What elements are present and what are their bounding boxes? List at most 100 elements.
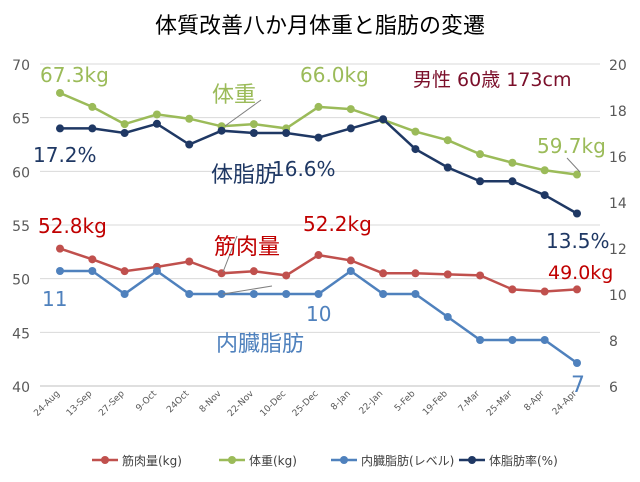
data-point (443, 313, 452, 321)
legend-label: 筋肉量(kg) (122, 453, 182, 468)
data-point (443, 136, 452, 145)
right-tick-label: 14 (609, 196, 627, 212)
category-label: 22-Jan (358, 389, 386, 417)
data-point (573, 209, 581, 218)
chart-title: 体質改善八か月体重と脂肪の変遷 (154, 14, 485, 39)
data-point (314, 251, 323, 260)
annotation-bodyfat-mid: 16.6% (272, 157, 336, 181)
legend-label: 体重(kg) (249, 454, 297, 468)
data-point (540, 166, 549, 175)
annotation-weight-end: 59.7kg (537, 134, 606, 158)
data-point (346, 256, 355, 265)
data-point (443, 270, 452, 279)
legend-marker (468, 456, 476, 464)
data-point (249, 290, 258, 298)
category-label: 25-Mar (485, 389, 515, 419)
left-tick-label: 45 (12, 326, 30, 342)
data-point (411, 145, 420, 154)
category-label: 19-Feb (421, 389, 450, 418)
left-tick-label: 65 (12, 112, 30, 128)
data-point (540, 191, 549, 200)
data-point (152, 119, 161, 128)
left-tick-label: 40 (12, 380, 30, 396)
data-point (476, 271, 485, 280)
data-point (56, 88, 64, 97)
annotation-weight-start: 67.3kg (40, 63, 109, 87)
data-point (282, 290, 291, 298)
data-point (476, 177, 485, 186)
leader-line (222, 285, 273, 295)
data-point (282, 129, 291, 137)
data-point (120, 290, 129, 298)
left-tick-label: 70 (12, 58, 30, 74)
data-point (314, 102, 323, 111)
annotation-weight-mid: 66.0kg (300, 63, 369, 87)
annotation-bodyfat-start: 17.2% (33, 143, 97, 167)
annotation-visceral-start: 11 (42, 287, 67, 311)
category-label: 10-Dec (259, 389, 289, 419)
data-point (56, 124, 64, 133)
data-point (573, 359, 581, 367)
category-label: 8-Jan (329, 389, 353, 413)
annotation-muscle-mid: 52.2kg (303, 212, 372, 236)
data-point (88, 255, 97, 264)
annotation-weight-label: 体重 (212, 83, 256, 108)
data-point (249, 129, 258, 137)
category-label: 5-Feb (393, 389, 418, 414)
category-label: 8-Apr (523, 389, 547, 413)
data-point (217, 290, 226, 298)
data-point (411, 127, 420, 136)
data-point (476, 336, 485, 344)
category-label: 24-Aug (32, 389, 62, 419)
data-point (217, 126, 226, 135)
data-point (540, 287, 549, 296)
category-label: 7-Mar (457, 389, 483, 415)
category-label: 9-Oct (134, 389, 159, 414)
data-point (185, 257, 194, 266)
data-point (217, 269, 226, 278)
data-point (88, 267, 97, 275)
data-point (508, 285, 517, 294)
data-point (185, 114, 194, 123)
data-point (573, 285, 581, 294)
category-label: 22-Nov (226, 389, 256, 419)
legend-marker (228, 456, 236, 464)
data-point (249, 267, 258, 276)
right-tick-label: 18 (609, 104, 627, 120)
data-point (88, 102, 97, 111)
right-tick-label: 8 (609, 334, 618, 350)
category-label: 8-Nov (198, 389, 224, 415)
annotation-muscle-end: 49.0kg (548, 262, 613, 284)
data-point (120, 129, 129, 137)
data-point (282, 271, 291, 280)
leader-line (224, 99, 262, 127)
category-label: 13-Sep (65, 389, 95, 419)
data-point (346, 105, 355, 114)
legend-marker (340, 456, 348, 464)
left-tick-label: 50 (12, 273, 30, 289)
data-point (314, 133, 323, 142)
data-point (185, 140, 194, 149)
annotation-bodyfat-label: 体脂肪 (211, 163, 277, 188)
annotation-visceral-label: 内臓脂肪 (216, 332, 304, 357)
right-tick-label: 12 (609, 242, 627, 258)
left-tick-label: 60 (12, 165, 30, 181)
right-tick-label: 10 (609, 288, 627, 304)
data-point (379, 115, 388, 124)
data-point (56, 267, 64, 275)
data-point (88, 124, 97, 133)
data-point (379, 269, 388, 278)
data-point (152, 267, 161, 275)
data-point (573, 170, 581, 179)
annotation-visceral-end: 7 (571, 373, 585, 398)
annotation-muscle-label: 筋肉量 (214, 235, 280, 260)
legend-label: 体脂肪率(%) (489, 453, 558, 468)
left-tick-label: 55 (12, 219, 30, 235)
right-tick-label: 16 (609, 150, 627, 166)
data-point (346, 124, 355, 133)
leader-line (566, 157, 581, 173)
leader-line (222, 235, 238, 273)
data-point (152, 110, 161, 119)
data-point (476, 150, 485, 159)
